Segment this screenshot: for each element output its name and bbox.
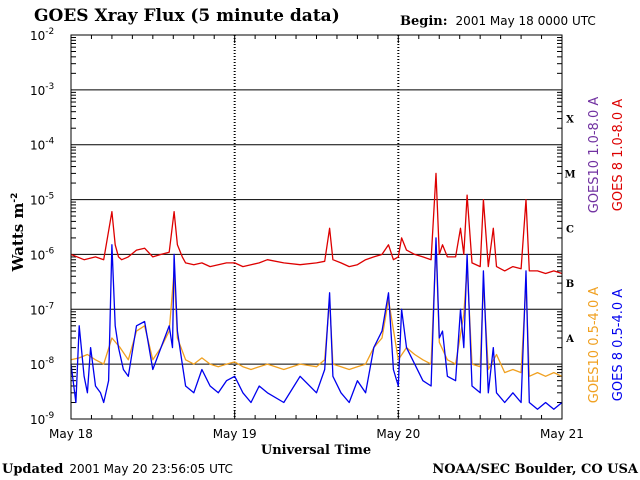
x-axis-tick-labels: May 18 May 19 May 20 May 21 <box>49 427 584 441</box>
y-tick-label: 10-8 <box>30 356 55 372</box>
x-tick-label: May 18 <box>49 427 93 441</box>
footer-updated: Updated 2001 May 20 23:56:05 UTC <box>2 462 233 477</box>
y-axis-tick-labels: 10-2 10-3 10-4 10-5 10-6 10-7 10-8 10-9 <box>30 27 55 427</box>
flare-class-labels: X M C B A <box>564 115 575 345</box>
legend-entry: GOES10 1.0-8.0 A <box>587 97 602 214</box>
begin-line: Begin: 2001 May 18 0000 UTC <box>400 14 596 29</box>
plot-area-frame <box>70 34 563 420</box>
y-tick-label: 10-4 <box>30 137 55 153</box>
flare-class-a: A <box>565 334 574 345</box>
y-axis-label: Watts m-2 <box>9 193 27 273</box>
y-tick-label: 10-5 <box>30 192 54 208</box>
flare-class-c: C <box>566 224 574 235</box>
x-axis-label: Universal Time <box>261 443 371 458</box>
x-tick-label: May 21 <box>540 427 584 441</box>
flare-class-m: M <box>564 169 575 180</box>
y-tick-label: 10-7 <box>30 301 54 317</box>
y-tick-label: 10-6 <box>30 246 55 262</box>
series-line <box>70 172 563 275</box>
y-tick-label: 10-9 <box>30 411 55 427</box>
x-tick-label: May 19 <box>213 427 257 441</box>
y-tick-label: 10-2 <box>30 27 54 43</box>
x-tick-label: May 20 <box>376 427 420 441</box>
series-layer <box>70 172 563 410</box>
footer-source: NOAA/SEC Boulder, CO USA <box>432 462 639 477</box>
series-line <box>70 237 563 410</box>
flare-class-x: X <box>566 115 574 126</box>
legend-entry: GOES 8 0.5-4.0 A <box>611 289 626 401</box>
flare-class-b: B <box>566 279 574 290</box>
footer-updated-label: Updated <box>2 462 63 477</box>
begin-value: 2001 May 18 0000 UTC <box>456 14 596 28</box>
legend: GOES10 1.0-8.0 A GOES 8 1.0-8.0 A GOES10 0… <box>587 97 626 404</box>
y-tick-label: 10-3 <box>30 82 54 98</box>
footer-updated-value: 2001 May 20 23:56:05 UTC <box>69 462 233 476</box>
legend-entry: GOES10 0.5-4.0 A <box>587 287 602 404</box>
legend-entry: GOES 8 1.0-8.0 A <box>611 99 626 211</box>
begin-label: Begin: <box>400 14 448 29</box>
chart-title: GOES Xray Flux (5 minute data) <box>34 6 340 26</box>
